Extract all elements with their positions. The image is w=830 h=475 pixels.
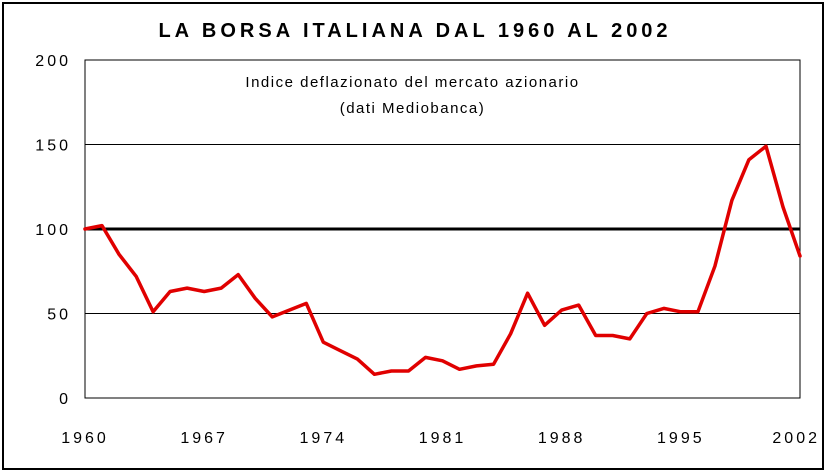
data-point <box>356 358 359 361</box>
x-tick-label: 1967 <box>180 430 228 447</box>
data-point <box>764 145 767 148</box>
data-point <box>186 287 189 290</box>
y-tick-label: 100 <box>35 222 71 239</box>
y-tick-label: 50 <box>47 307 71 324</box>
x-tick-label: 1960 <box>61 430 109 447</box>
data-point <box>730 199 733 202</box>
data-point <box>679 310 682 313</box>
data-point <box>526 292 529 295</box>
data-point <box>577 304 580 307</box>
series-line-index <box>83 144 802 377</box>
data-point <box>373 373 376 376</box>
data-point <box>543 324 546 327</box>
data-point <box>118 253 121 256</box>
x-tick-label: 1995 <box>657 430 705 447</box>
data-point <box>628 337 631 340</box>
data-point <box>135 275 138 278</box>
chart-frame <box>2 2 824 470</box>
x-tick-label: 1988 <box>538 430 586 447</box>
data-point <box>781 206 784 209</box>
y-tick-label: 200 <box>35 53 71 70</box>
data-point <box>203 290 206 293</box>
annotation-line-1: Indice deflazionato del mercato azionari… <box>245 74 579 91</box>
data-point <box>152 310 155 313</box>
data-point <box>799 255 802 258</box>
data-point <box>322 341 325 344</box>
data-point <box>509 332 512 335</box>
data-point <box>424 356 427 359</box>
data-point <box>339 349 342 352</box>
data-point <box>475 364 478 367</box>
y-tick-label: 0 <box>59 391 71 408</box>
data-point <box>441 359 444 362</box>
data-point <box>101 224 104 227</box>
data-point <box>237 273 240 276</box>
y-tick-label: 150 <box>35 138 71 155</box>
annotation-line-2: (dati Mediobanca) <box>340 100 486 117</box>
data-point <box>611 334 614 337</box>
chart-title: LA BORSA ITALIANA DAL 1960 AL 2002 <box>158 20 672 42</box>
data-point <box>305 302 308 305</box>
data-point <box>84 228 87 231</box>
x-tick-label: 2002 <box>772 430 820 447</box>
data-point <box>696 310 699 313</box>
data-point <box>560 309 563 312</box>
data-point <box>254 297 257 300</box>
data-point <box>662 307 665 310</box>
data-point <box>747 158 750 161</box>
x-tick-label: 1981 <box>419 430 467 447</box>
data-point <box>492 363 495 366</box>
data-point <box>645 312 648 315</box>
data-point <box>594 334 597 337</box>
data-point <box>220 287 223 290</box>
data-point <box>288 309 291 312</box>
data-point <box>458 368 461 371</box>
data-point <box>713 265 716 268</box>
data-point <box>407 369 410 372</box>
data-point <box>169 290 172 293</box>
x-tick-label: 1974 <box>300 430 348 447</box>
data-point <box>271 315 274 318</box>
data-point <box>390 369 393 372</box>
